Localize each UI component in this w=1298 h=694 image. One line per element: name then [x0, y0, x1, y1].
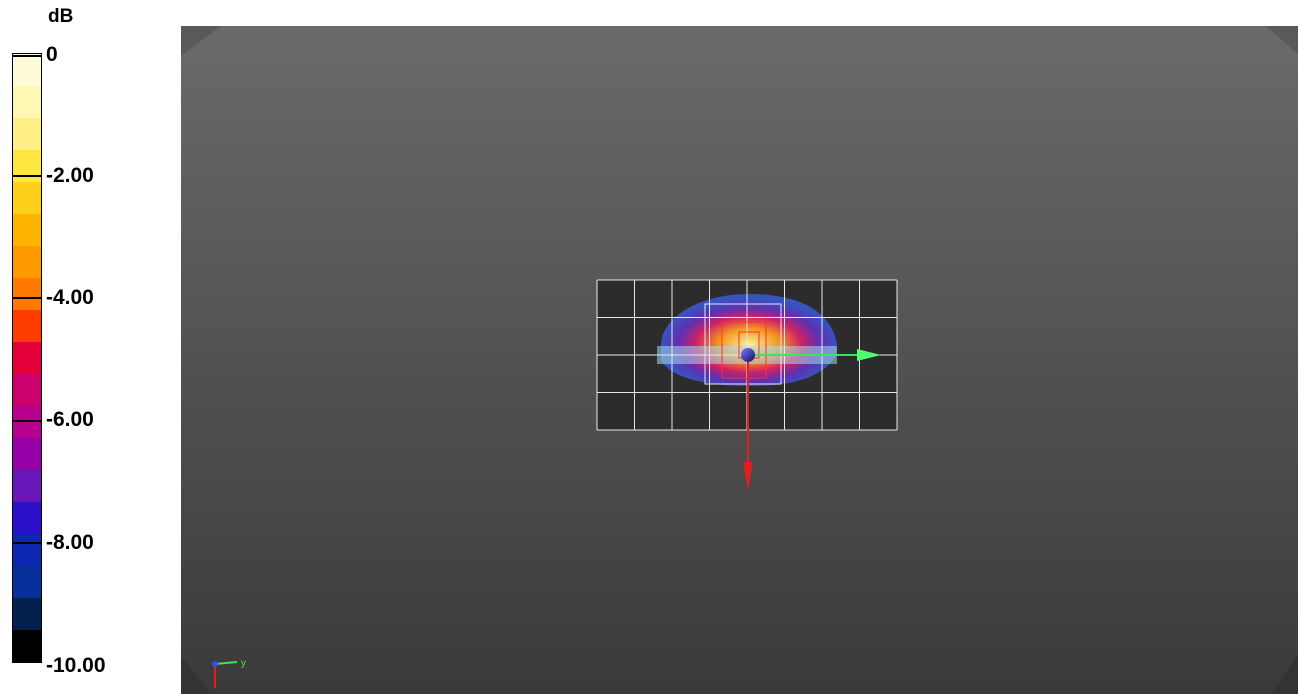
origin-marker: [741, 348, 755, 362]
aperture-outline: [704, 303, 782, 385]
legend-color-band: [13, 278, 41, 310]
orientation-triad: y: [212, 658, 246, 688]
corner-bevel: [1266, 26, 1298, 54]
legend-tick: [12, 420, 42, 422]
legend-color-band: [13, 534, 41, 566]
legend-color-band: [13, 502, 41, 534]
legend-label-5: -10.00: [46, 654, 106, 677]
y-axis-arrowhead: [857, 349, 881, 361]
legend-color-band: [13, 150, 41, 182]
legend-color-band: [13, 86, 41, 118]
x-axis-arrowhead: [743, 462, 753, 491]
legend-color-band: [13, 214, 41, 246]
legend-color-band: [13, 54, 41, 86]
legend-label-2: -4.00: [46, 286, 94, 309]
legend-label-3: -6.00: [46, 408, 94, 431]
triad-y-label: y: [241, 658, 246, 669]
legend-label-1: -2.00: [46, 164, 94, 187]
corner-bevel: [181, 26, 221, 56]
legend-tick: [12, 542, 42, 544]
aperture-inner-outline: [721, 321, 767, 379]
legend-label-4: -8.00: [46, 531, 94, 554]
legend-color-band: [13, 598, 41, 630]
legend-color-band: [13, 342, 41, 374]
legend-color-band: [13, 630, 41, 662]
viewport-canvas[interactable]: y: [181, 26, 1298, 694]
color-scale-legend: dB 0 -2.00 -4.00 -6.00 -8.00 -10.00: [0, 0, 160, 694]
corner-bevel: [181, 656, 211, 694]
legend-label-0: 0: [46, 43, 58, 66]
legend-color-band: [13, 246, 41, 278]
legend-color-band: [13, 438, 41, 470]
legend-color-band: [13, 118, 41, 150]
legend-color-band: [13, 310, 41, 342]
3d-viewport[interactable]: y: [181, 26, 1298, 694]
legend-color-band: [13, 406, 41, 438]
legend-color-band: [13, 182, 41, 214]
legend-color-band: [13, 374, 41, 406]
legend-color-band: [13, 470, 41, 502]
color-scale-bar: [12, 53, 42, 663]
corner-bevel: [1271, 654, 1298, 694]
legend-unit-label: dB: [48, 6, 74, 27]
legend-color-band: [13, 566, 41, 598]
legend-tick: [12, 297, 42, 299]
legend-tick: [12, 55, 42, 57]
legend-tick: [12, 175, 42, 177]
